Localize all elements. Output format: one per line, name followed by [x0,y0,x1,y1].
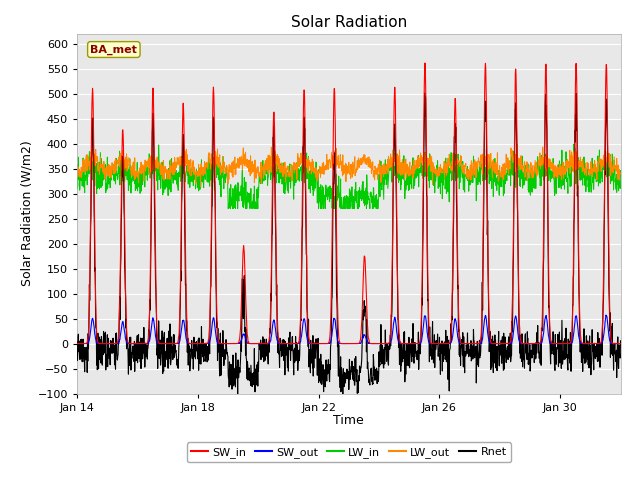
Text: BA_met: BA_met [90,44,137,55]
X-axis label: Time: Time [333,414,364,427]
Legend: SW_in, SW_out, LW_in, LW_out, Rnet: SW_in, SW_out, LW_in, LW_out, Rnet [187,443,511,462]
Title: Solar Radiation: Solar Radiation [291,15,407,30]
Y-axis label: Solar Radiation (W/m2): Solar Radiation (W/m2) [20,141,33,287]
